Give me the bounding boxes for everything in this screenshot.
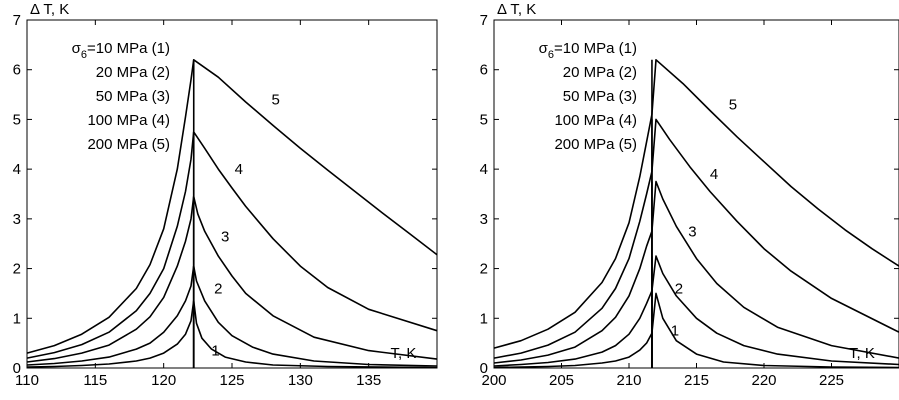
x-tick-label: 225	[819, 372, 844, 389]
y-tick-label: 4	[13, 161, 21, 178]
legend-line: 100 MPa (4)	[87, 112, 170, 129]
x-tick-label: 135	[356, 372, 381, 389]
series-curve-4	[26, 131, 438, 359]
x-tick-label: 125	[219, 372, 244, 389]
x-tick-label: 130	[288, 372, 313, 389]
series-curve-3	[493, 180, 899, 364]
y-axis-label: Δ T, K	[30, 1, 69, 18]
curve-label: 5	[272, 92, 280, 109]
y-tick-label: 6	[13, 62, 21, 79]
legend-line: 200 MPa (5)	[87, 136, 170, 153]
y-tick-label: 2	[13, 261, 21, 278]
chart-left: 110 115 120 125 130 135 0 1 2 3 4 5 6 7 Δ T, K T, K 1 2 3 4…	[13, 1, 438, 389]
y-tick-label: 2	[480, 261, 488, 278]
y-tick-label: 1	[13, 310, 21, 327]
y-tick-label: 7	[13, 12, 21, 29]
x-tick-label: 200	[481, 372, 506, 389]
legend-line: 50 MPa (3)	[563, 88, 637, 105]
y-tick-label: 4	[480, 161, 488, 178]
legend-line: 50 MPa (3)	[96, 88, 170, 105]
legend-line: 20 MPa (2)	[96, 64, 170, 81]
series-curve-1	[26, 300, 438, 369]
curve-label: 2	[675, 280, 683, 297]
curve-label: 1	[211, 343, 219, 360]
x-tick-label: 215	[684, 372, 709, 389]
legend-line: 200 MPa (5)	[554, 136, 637, 153]
legend-line: 20 MPa (2)	[563, 64, 637, 81]
y-tick-label: 5	[480, 111, 488, 128]
x-tick-label: 120	[151, 372, 176, 389]
legend-line: σ6=10 MPa (1)	[72, 40, 170, 61]
series-curve-5	[26, 59, 438, 354]
y-axis-label: Δ T, K	[497, 1, 536, 18]
x-tick-label: 115	[83, 372, 107, 389]
curve-label: 1	[671, 323, 679, 340]
curve-label: 4	[235, 161, 243, 178]
series-curve-2	[26, 265, 438, 367]
y-tick-label: 3	[480, 211, 488, 228]
plot-frame	[493, 19, 899, 369]
y-tick-label: 0	[480, 360, 488, 377]
y-tick-label: 1	[480, 310, 488, 327]
legend-line: 100 MPa (4)	[554, 112, 637, 129]
x-tick-label: 210	[616, 372, 641, 389]
x-tick-label: 205	[549, 372, 574, 389]
y-tick-label: 6	[480, 62, 488, 79]
series-curve-2	[493, 255, 899, 367]
y-tick-label: 7	[480, 12, 488, 29]
x-tick-label: 220	[751, 372, 776, 389]
legend-line: σ6=10 MPa (1)	[539, 40, 637, 61]
y-tick-label: 0	[13, 360, 21, 377]
x-axis-label: T, K	[391, 345, 417, 362]
series-curve-3	[26, 195, 438, 363]
curve-label: 2	[214, 280, 222, 297]
curve-label: 4	[710, 166, 718, 183]
curve-label: 3	[688, 223, 696, 240]
series-curve-1	[493, 292, 899, 369]
plot-frame	[26, 19, 438, 369]
series-curve-5	[493, 59, 899, 349]
curve-label: 5	[729, 97, 737, 114]
y-tick-label: 5	[13, 111, 21, 128]
curve-label: 3	[221, 228, 229, 245]
y-tick-label: 3	[13, 211, 21, 228]
x-tick-label: 110	[15, 372, 39, 389]
